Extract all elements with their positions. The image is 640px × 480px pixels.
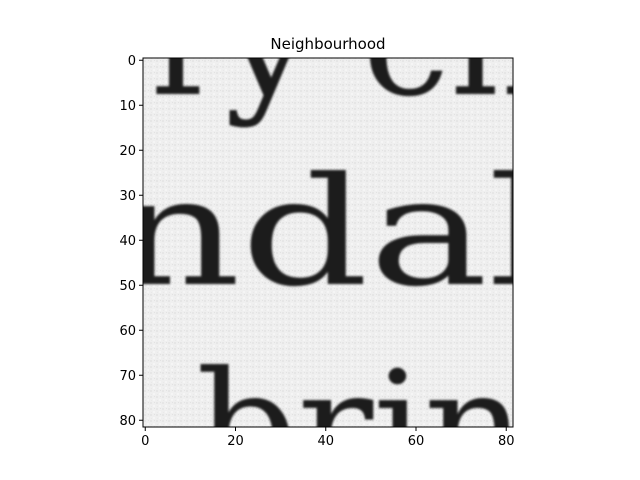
x-axis: 0 20 40 60 80 (141, 427, 515, 449)
x-tick-label: 40 (317, 434, 334, 449)
x-tick-label: 20 (227, 434, 244, 449)
text-row-bottom: brin (196, 340, 526, 480)
y-tick-label: 70 (119, 369, 136, 384)
scanned-text: ry ch ndal brin (112, 0, 552, 480)
axes-frame (142, 57, 514, 428)
y-tick-label: 60 (119, 324, 136, 339)
y-tick-label: 40 (119, 234, 136, 249)
y-tick-label: 80 (119, 414, 136, 429)
y-tick-label: 20 (119, 144, 136, 159)
paper-background (143, 58, 513, 427)
image-plot: ry ch ndal brin (112, 0, 552, 480)
x-tick-label: 60 (408, 434, 425, 449)
x-tick-label: 80 (498, 434, 515, 449)
chart-title: Neighbourhood (270, 35, 385, 53)
y-tick-label: 30 (119, 189, 136, 204)
x-tick-label: 0 (141, 434, 149, 449)
y-axis: 0 10 20 30 40 50 60 70 80 (119, 54, 143, 429)
y-tick-label: 10 (119, 99, 136, 114)
text-row-top: ry ch (150, 0, 550, 130)
y-tick-label: 50 (119, 279, 136, 294)
text-row-middle: ndal (112, 146, 552, 320)
y-tick-label: 0 (128, 54, 136, 69)
